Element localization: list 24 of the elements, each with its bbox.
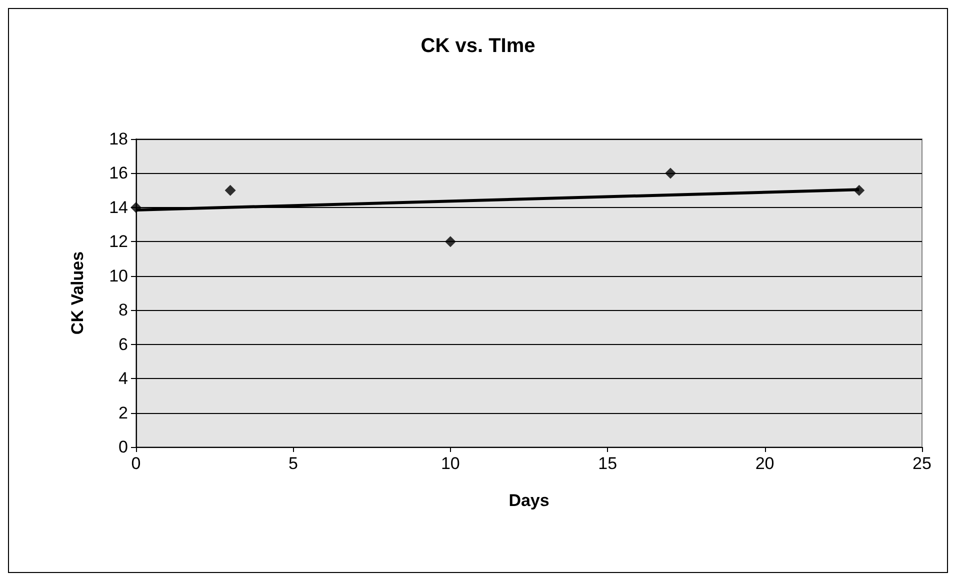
y-tick-label: 14	[109, 198, 128, 217]
y-tick-label: 0	[118, 438, 128, 456]
y-tick-label: 16	[109, 164, 128, 183]
y-axis-title: CK Values	[68, 251, 87, 335]
x-tick-label: 25	[912, 454, 932, 473]
point	[224, 184, 236, 196]
point	[444, 236, 456, 248]
y-tick-label: 18	[109, 130, 128, 148]
y-tick-label: 10	[109, 266, 128, 286]
y-tick-label: 4	[118, 369, 128, 388]
x-tick-label: 20	[755, 454, 774, 473]
x-tick-label: 0	[131, 454, 141, 473]
x-tick-label: 10	[440, 454, 460, 473]
point	[664, 168, 676, 179]
x-tick-label: 15	[598, 454, 618, 473]
x-tick-label: 5	[288, 454, 298, 473]
point	[130, 202, 142, 213]
y-tick-label: 6	[118, 334, 128, 354]
y-tick-label: 2	[118, 403, 128, 422]
point	[854, 184, 865, 196]
x-axis-title: Days	[508, 491, 550, 510]
y-tick-label: 12	[109, 232, 128, 252]
chart-title: CK vs. TIme	[420, 35, 536, 57]
y-tick-label: 8	[118, 300, 128, 320]
